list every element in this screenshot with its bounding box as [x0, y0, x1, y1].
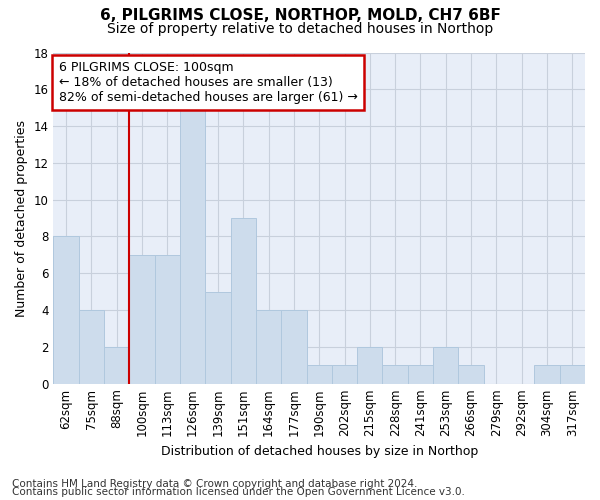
Bar — [104, 347, 130, 384]
Bar — [307, 366, 332, 384]
Bar — [408, 366, 433, 384]
Bar — [458, 366, 484, 384]
Text: 6 PILGRIMS CLOSE: 100sqm
← 18% of detached houses are smaller (13)
82% of semi-d: 6 PILGRIMS CLOSE: 100sqm ← 18% of detach… — [59, 61, 358, 104]
Bar — [560, 366, 585, 384]
Bar — [281, 310, 307, 384]
Text: Size of property relative to detached houses in Northop: Size of property relative to detached ho… — [107, 22, 493, 36]
Bar — [205, 292, 230, 384]
Text: Contains HM Land Registry data © Crown copyright and database right 2024.: Contains HM Land Registry data © Crown c… — [12, 479, 418, 489]
Bar — [382, 366, 408, 384]
Text: Contains public sector information licensed under the Open Government Licence v3: Contains public sector information licen… — [12, 487, 465, 497]
Text: 6, PILGRIMS CLOSE, NORTHOP, MOLD, CH7 6BF: 6, PILGRIMS CLOSE, NORTHOP, MOLD, CH7 6B… — [100, 8, 500, 22]
Bar — [357, 347, 382, 384]
Bar — [155, 255, 180, 384]
Bar — [79, 310, 104, 384]
Bar — [535, 366, 560, 384]
Bar — [230, 218, 256, 384]
Bar — [130, 255, 155, 384]
Bar — [433, 347, 458, 384]
Y-axis label: Number of detached properties: Number of detached properties — [15, 120, 28, 316]
Bar — [332, 366, 357, 384]
Bar — [53, 236, 79, 384]
Bar — [180, 108, 205, 384]
X-axis label: Distribution of detached houses by size in Northop: Distribution of detached houses by size … — [161, 444, 478, 458]
Bar — [256, 310, 281, 384]
